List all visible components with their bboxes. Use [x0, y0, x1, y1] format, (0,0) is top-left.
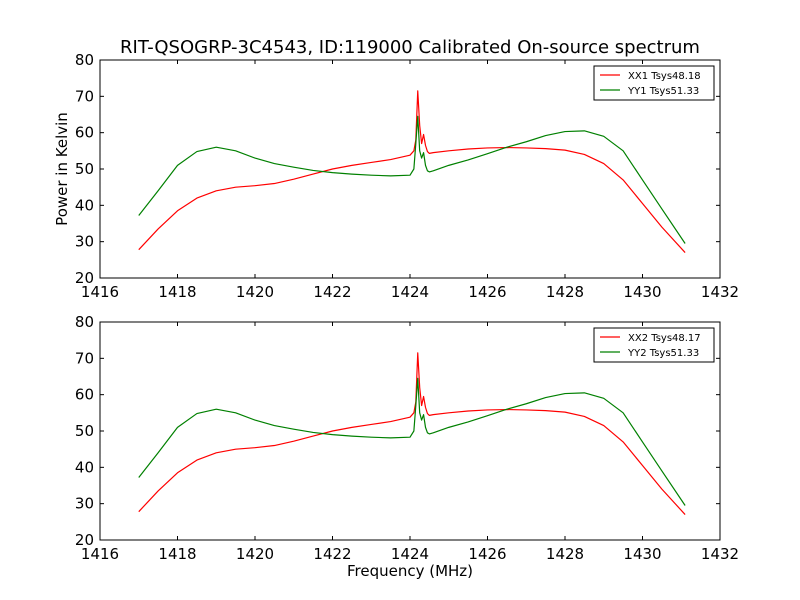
- legend: XX2 Tsys48.17 YY2 Tsys51.33: [593, 327, 715, 363]
- y-tick-label: 40: [75, 458, 94, 476]
- x-tick-label: 1420: [236, 545, 274, 563]
- series-line-2: [138, 377, 686, 506]
- y-axis-label: Power in Kelvin: [53, 112, 71, 226]
- x-axis-label: Frequency (MHz): [347, 562, 473, 580]
- y-tick-label: 80: [75, 51, 94, 69]
- series-line-2: [138, 115, 686, 244]
- plots-container: 1416 1418 1420 1422 1424 1426 1428 1430 1432 20 30…: [53, 51, 739, 580]
- legend: XX1 Tsys48.18 YY1 Tsys51.33: [593, 65, 715, 101]
- y-tick-label: 40: [75, 196, 94, 214]
- subplot-1: 1416 1418 1420 1422 1424 1426 1428 1430 1432 20 30…: [53, 51, 739, 301]
- x-tick-label: 1432: [701, 545, 739, 563]
- y-tick-label: 30: [75, 233, 94, 251]
- legend-box: [593, 65, 715, 101]
- y-tick-label: 20: [75, 531, 94, 549]
- x-tick-label: 1426: [468, 545, 506, 563]
- y-tick-label: 30: [75, 495, 94, 513]
- series-line-1: [138, 90, 686, 253]
- x-tick-label: 1418: [158, 283, 196, 301]
- x-tick-label: 1418: [158, 545, 196, 563]
- x-tick-label: 1424: [391, 283, 429, 301]
- y-tick-label: 60: [75, 124, 94, 142]
- x-tick-label: 1428: [546, 283, 584, 301]
- legend-entry: YY2 Tsys51.33: [627, 348, 699, 359]
- figure-title: RIT-QSOGRP-3C4543, ID:119000 Calibrated …: [120, 37, 700, 58]
- x-tick-label: 1432: [701, 283, 739, 301]
- x-tick-label: 1430: [623, 283, 661, 301]
- subplot-2: 1416 1418 1420 1422 1424 1426 1428 1430 1432 20 30…: [75, 313, 739, 580]
- y-tick-label: 20: [75, 269, 94, 287]
- x-tick-label: 1426: [468, 283, 506, 301]
- x-tick-label: 1420: [236, 283, 274, 301]
- legend-box: [593, 327, 715, 363]
- x-tick-label: 1422: [313, 283, 351, 301]
- x-tick-label: 1424: [391, 545, 429, 563]
- y-tick-label: 80: [75, 313, 94, 331]
- x-tick-label: 1416: [81, 283, 119, 301]
- y-tick-label: 50: [75, 160, 94, 178]
- x-tick-label: 1422: [313, 545, 351, 563]
- y-tick-label: 70: [75, 349, 94, 367]
- x-tick-label: 1416: [81, 545, 119, 563]
- x-tick-label: 1428: [546, 545, 584, 563]
- series-line-1: [138, 352, 686, 515]
- y-tick-label: 60: [75, 386, 94, 404]
- legend-entry: YY1 Tsys51.33: [627, 86, 699, 97]
- y-tick-label: 70: [75, 87, 94, 105]
- x-tick-label: 1430: [623, 545, 661, 563]
- legend-entry: XX1 Tsys48.18: [628, 71, 701, 82]
- legend-entry: XX2 Tsys48.17: [628, 333, 701, 344]
- y-tick-label: 50: [75, 422, 94, 440]
